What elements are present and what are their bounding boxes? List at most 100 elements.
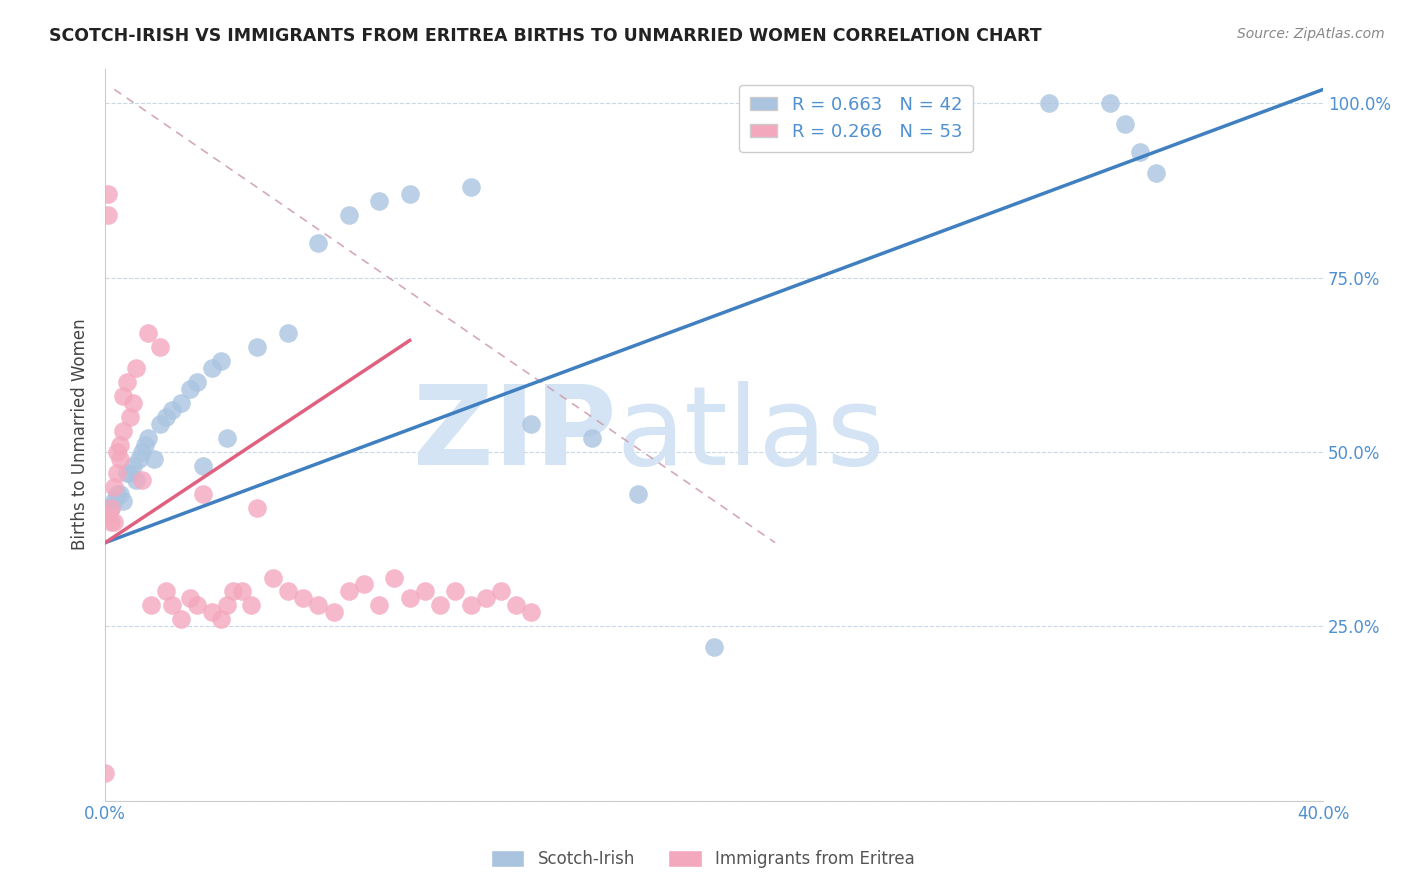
Text: ZIP: ZIP: [413, 381, 617, 488]
Point: [460, 180, 482, 194]
Text: atlas: atlas: [617, 381, 886, 488]
Point: [277, 326, 299, 341]
Point: [100, 500, 122, 515]
Point: [384, 570, 406, 584]
Point: [489, 584, 512, 599]
Point: [917, 96, 939, 111]
Point: [231, 584, 253, 599]
Point: [520, 417, 543, 431]
Point: [277, 584, 299, 599]
Point: [121, 396, 143, 410]
Point: [103, 480, 125, 494]
Point: [209, 612, 232, 626]
Point: [105, 466, 128, 480]
Point: [124, 473, 146, 487]
Point: [110, 487, 132, 501]
Point: [186, 599, 208, 613]
Point: [105, 487, 128, 501]
Point: [155, 584, 177, 599]
Point: [94, 765, 117, 780]
Point: [115, 466, 138, 480]
Point: [581, 431, 603, 445]
Point: [149, 340, 172, 354]
Point: [112, 424, 135, 438]
Point: [215, 431, 238, 445]
Y-axis label: Births to Unmarried Women: Births to Unmarried Women: [72, 318, 89, 550]
Point: [115, 376, 138, 390]
Point: [429, 599, 451, 613]
Point: [398, 591, 420, 606]
Point: [103, 493, 125, 508]
Point: [118, 466, 141, 480]
Point: [136, 326, 159, 341]
Point: [131, 445, 153, 459]
Legend: R = 0.663   N = 42, R = 0.266   N = 53: R = 0.663 N = 42, R = 0.266 N = 53: [740, 85, 973, 152]
Text: Source: ZipAtlas.com: Source: ZipAtlas.com: [1237, 27, 1385, 41]
Point: [262, 570, 284, 584]
Point: [179, 591, 201, 606]
Point: [475, 591, 498, 606]
Point: [97, 500, 120, 515]
Point: [222, 584, 245, 599]
Point: [246, 340, 269, 354]
Point: [201, 361, 224, 376]
Point: [97, 208, 120, 222]
Point: [337, 584, 360, 599]
Point: [353, 577, 375, 591]
Point: [398, 187, 420, 202]
Point: [1098, 96, 1121, 111]
Point: [134, 438, 156, 452]
Point: [307, 235, 329, 250]
Point: [520, 606, 543, 620]
Point: [97, 508, 120, 522]
Point: [112, 493, 135, 508]
Point: [337, 208, 360, 222]
Point: [1114, 117, 1136, 131]
Point: [100, 515, 122, 529]
Point: [155, 410, 177, 425]
Point: [368, 599, 391, 613]
Point: [103, 515, 125, 529]
Point: [131, 473, 153, 487]
Point: [191, 487, 214, 501]
Point: [110, 452, 132, 467]
Point: [128, 452, 150, 467]
Point: [170, 396, 193, 410]
Point: [186, 376, 208, 390]
Point: [201, 606, 224, 620]
Point: [215, 599, 238, 613]
Point: [240, 599, 263, 613]
Legend: Scotch-Irish, Immigrants from Eritrea: Scotch-Irish, Immigrants from Eritrea: [485, 843, 921, 875]
Point: [322, 606, 344, 620]
Point: [110, 438, 132, 452]
Point: [444, 584, 467, 599]
Point: [118, 410, 141, 425]
Point: [139, 599, 162, 613]
Point: [112, 389, 135, 403]
Point: [1038, 96, 1060, 111]
Point: [703, 640, 725, 655]
Point: [1144, 166, 1167, 180]
Point: [505, 599, 527, 613]
Text: SCOTCH-IRISH VS IMMIGRANTS FROM ERITREA BIRTHS TO UNMARRIED WOMEN CORRELATION CH: SCOTCH-IRISH VS IMMIGRANTS FROM ERITREA …: [49, 27, 1042, 45]
Point: [142, 452, 165, 467]
Point: [179, 382, 201, 396]
Point: [307, 599, 329, 613]
Point: [121, 458, 143, 473]
Point: [170, 612, 193, 626]
Point: [136, 431, 159, 445]
Point: [191, 458, 214, 473]
Point: [246, 500, 269, 515]
Point: [105, 445, 128, 459]
Point: [160, 599, 183, 613]
Point: [97, 187, 120, 202]
Point: [1129, 145, 1152, 160]
Point: [100, 500, 122, 515]
Point: [413, 584, 436, 599]
Point: [292, 591, 315, 606]
Point: [209, 354, 232, 368]
Point: [160, 403, 183, 417]
Point: [368, 194, 391, 208]
Point: [460, 599, 482, 613]
Point: [627, 487, 650, 501]
